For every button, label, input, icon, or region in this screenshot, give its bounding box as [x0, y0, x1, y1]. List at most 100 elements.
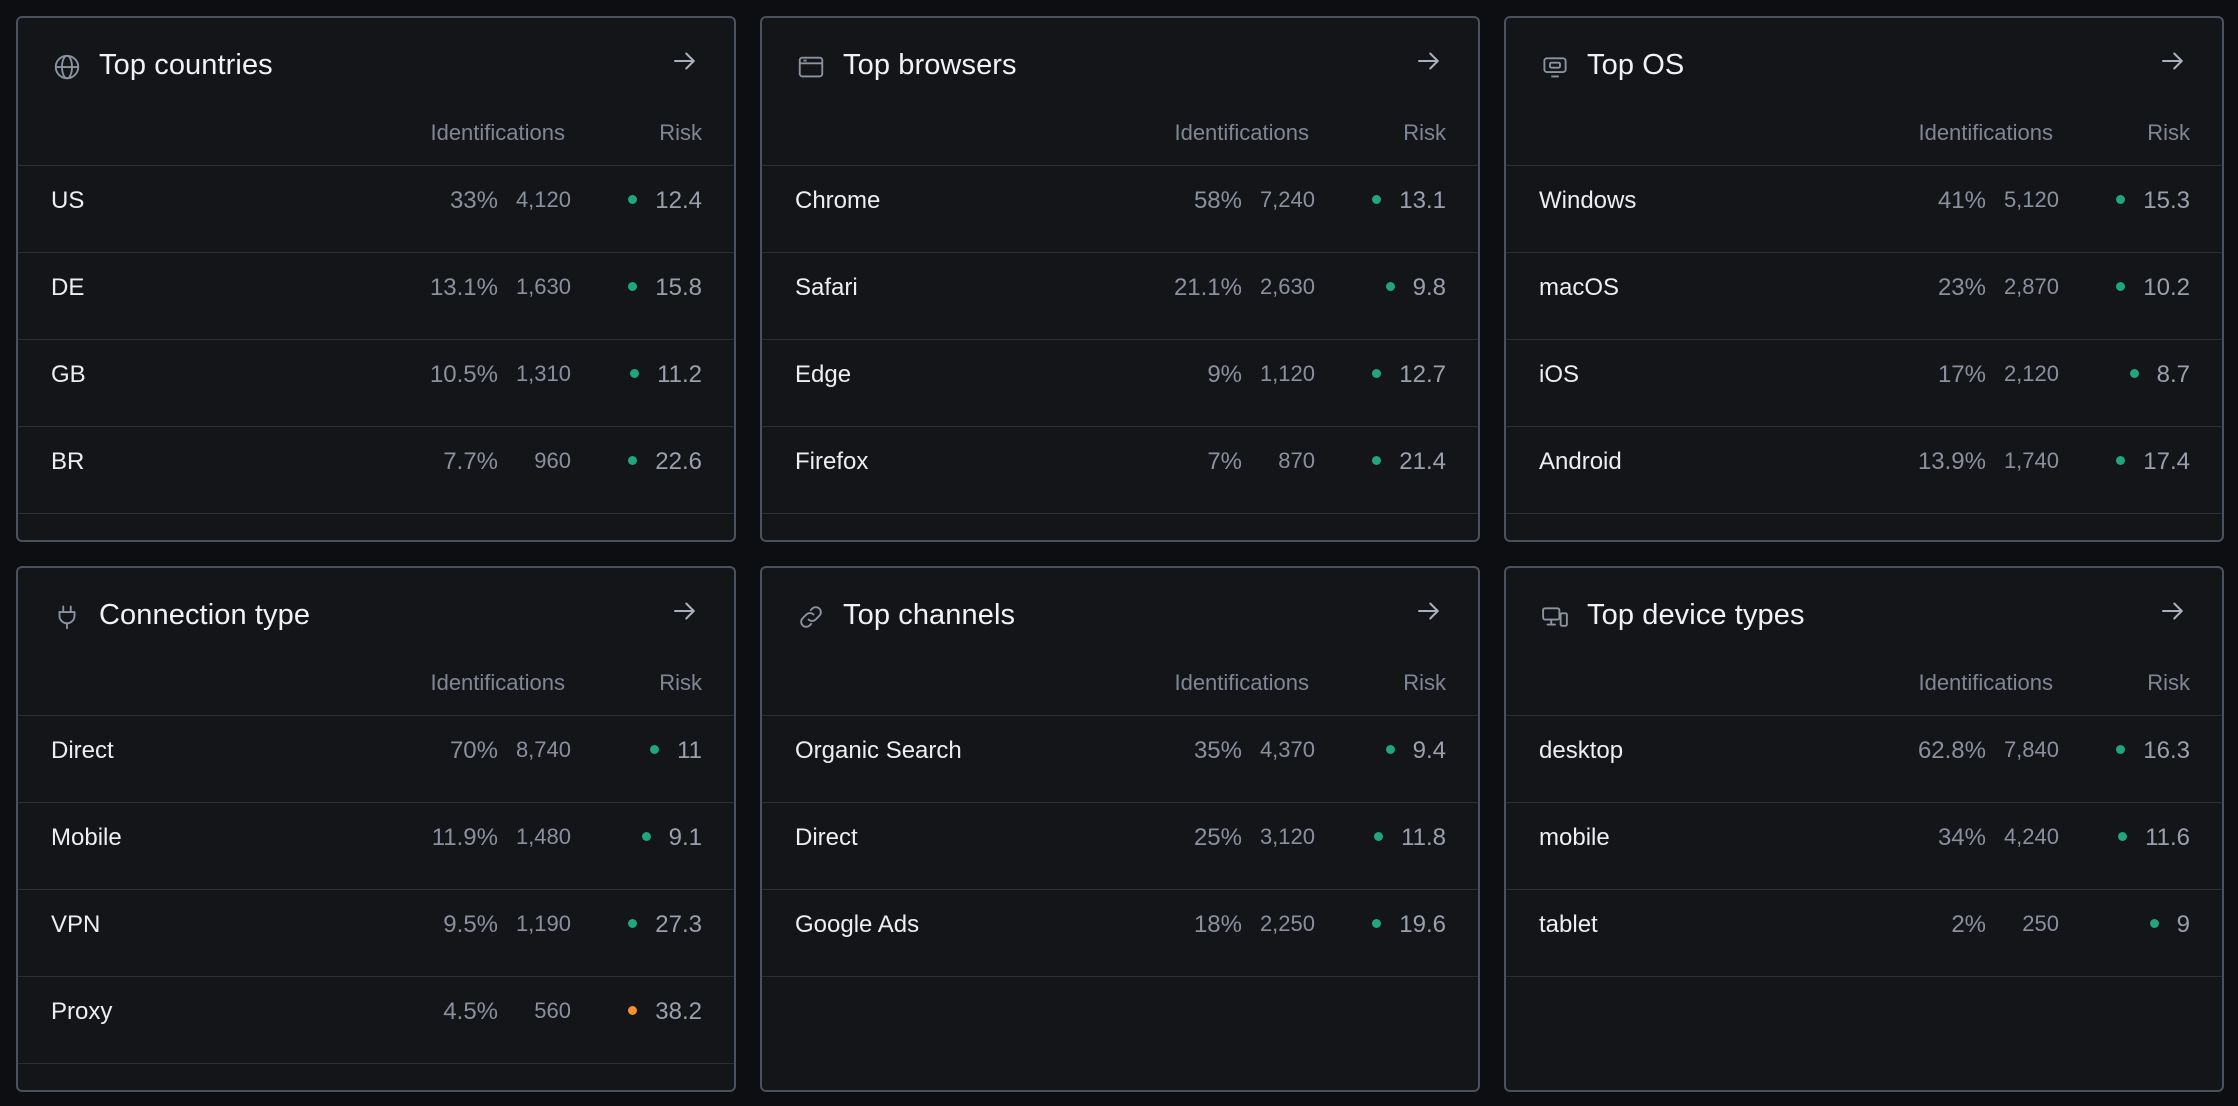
globe-icon: [52, 52, 82, 82]
status-dot: [630, 369, 640, 379]
arrow-right-icon[interactable]: [670, 46, 700, 76]
row-label: desktop: [1539, 737, 1624, 764]
table-row[interactable]: Organic Search 35% 4,370 9.4: [762, 716, 1478, 803]
row-percent: 62.8%: [1917, 737, 1986, 764]
column-identifications: Identifications: [1918, 670, 2053, 695]
status-dot: [1372, 195, 1382, 205]
risk-value: 8.7: [2156, 361, 2190, 388]
table-row[interactable]: Google Ads 18% 2,250 19.6: [762, 890, 1478, 977]
status-dot: [628, 195, 638, 205]
table-row[interactable]: VPN 9.5% 1,190 27.3: [18, 890, 734, 977]
table-row[interactable]: tablet 2% 250 9: [1506, 890, 2222, 977]
table-row[interactable]: Proxy 4.5% 560 38.2: [18, 977, 734, 1064]
table-row[interactable]: Chrome 58% 7,240 13.1: [762, 166, 1478, 253]
row-risk: 9.8: [1385, 274, 1446, 302]
row-percent: 13.1%: [429, 274, 498, 301]
arrow-right-icon[interactable]: [2158, 46, 2188, 76]
row-percent: 18%: [1193, 911, 1242, 938]
row-label: Firefox: [795, 448, 869, 475]
table-row[interactable]: BR 7.7% 960 22.6: [18, 427, 734, 514]
row-risk: 16.3: [2116, 737, 2190, 765]
row-risk: 9.4: [1385, 737, 1446, 765]
row-risk: 9.1: [641, 824, 702, 852]
row-count: 4,120: [515, 187, 571, 212]
row-label: Direct: [795, 824, 858, 851]
risk-value: 15.3: [2143, 187, 2190, 214]
risk-value: 17.4: [2143, 448, 2190, 475]
table-row[interactable]: macOS 23% 2,870 10.2: [1506, 253, 2222, 340]
row-count: 1,740: [2003, 448, 2059, 473]
status-dot: [1372, 369, 1382, 379]
table-row[interactable]: mobile 34% 4,240 11.6: [1506, 803, 2222, 890]
row-risk: 11.2: [630, 361, 702, 389]
column-identifications: Identifications: [1174, 670, 1309, 695]
status-dot: [2116, 745, 2126, 755]
table-row[interactable]: DE 13.1% 1,630 15.8: [18, 253, 734, 340]
arrow-right-icon[interactable]: [1414, 46, 1444, 76]
row-percent: 70%: [449, 737, 498, 764]
status-dot: [2129, 369, 2139, 379]
row-count: 2,870: [2003, 274, 2059, 299]
row-count: 2,250: [1259, 911, 1315, 936]
table-row[interactable]: desktop 62.8% 7,840 16.3: [1506, 716, 2222, 803]
row-label: Safari: [795, 274, 858, 301]
row-count: 7,840: [2003, 737, 2059, 762]
risk-value: 9.4: [1412, 737, 1446, 764]
row-percent: 13.9%: [1917, 448, 1986, 475]
status-dot: [628, 282, 638, 292]
panel-title: Top device types: [1587, 599, 1805, 631]
status-dot: [1385, 745, 1395, 755]
row-count: 3,120: [1259, 824, 1315, 849]
table-row[interactable]: Direct 70% 8,740 11: [18, 716, 734, 803]
row-percent: 34%: [1937, 824, 1986, 851]
row-label: Organic Search: [795, 737, 962, 764]
status-dot: [2116, 195, 2126, 205]
panel-title: Top OS: [1587, 49, 1685, 81]
dashboard-grid: Top countries Identifications Risk US 33…: [16, 16, 2224, 1092]
table-row[interactable]: GB 10.5% 1,310 11.2: [18, 340, 734, 427]
column-header: Identifications Risk: [1506, 84, 2222, 166]
panel-top-device-types: Top device types Identifications Risk de…: [1504, 566, 2224, 1092]
table-row[interactable]: Windows 41% 5,120 15.3: [1506, 166, 2222, 253]
row-label: Mobile: [51, 824, 122, 851]
risk-value: 21.4: [1399, 448, 1446, 475]
arrow-right-icon[interactable]: [2158, 596, 2188, 626]
table-row[interactable]: Safari 21.1% 2,630 9.8: [762, 253, 1478, 340]
table-row[interactable]: US 33% 4,120 12.4: [18, 166, 734, 253]
column-risk: Risk: [2147, 670, 2190, 695]
table-row[interactable]: iOS 17% 2,120 8.7: [1506, 340, 2222, 427]
row-percent: 10.5%: [429, 361, 498, 388]
panel-header: Top channels: [762, 568, 1478, 634]
row-count: 2,630: [1259, 274, 1315, 299]
panel-header: Top device types: [1506, 568, 2222, 634]
status-dot: [1372, 456, 1382, 466]
arrow-right-icon[interactable]: [670, 596, 700, 626]
table-row[interactable]: Direct 25% 3,120 11.8: [762, 803, 1478, 890]
row-percent: 25%: [1193, 824, 1242, 851]
table-row[interactable]: Mobile 11.9% 1,480 9.1: [18, 803, 734, 890]
row-label: Android: [1539, 448, 1622, 475]
row-label: iOS: [1539, 361, 1580, 388]
column-risk: Risk: [659, 670, 702, 695]
plug-icon: [52, 602, 82, 632]
row-count: 1,120: [1259, 361, 1315, 386]
link-icon: [796, 602, 826, 632]
table-row[interactable]: Firefox 7% 870 21.4: [762, 427, 1478, 514]
row-label: Chrome: [795, 187, 881, 214]
risk-value: 11: [677, 737, 702, 764]
row-percent: 7%: [1207, 448, 1242, 475]
status-dot: [2116, 456, 2126, 466]
status-dot: [2118, 832, 2128, 842]
risk-value: 11.8: [1401, 824, 1446, 851]
column-risk: Risk: [1403, 120, 1446, 145]
table-row[interactable]: Edge 9% 1,120 12.7: [762, 340, 1478, 427]
status-dot: [1385, 282, 1395, 292]
row-percent: 17%: [1937, 361, 1986, 388]
row-risk: 9: [2149, 911, 2190, 939]
status-dot: [1372, 919, 1382, 929]
row-count: 960: [534, 448, 571, 473]
table-row[interactable]: Android 13.9% 1,740 17.4: [1506, 427, 2222, 514]
arrow-right-icon[interactable]: [1414, 596, 1444, 626]
status-dot: [628, 456, 638, 466]
risk-value: 9.1: [668, 824, 702, 851]
